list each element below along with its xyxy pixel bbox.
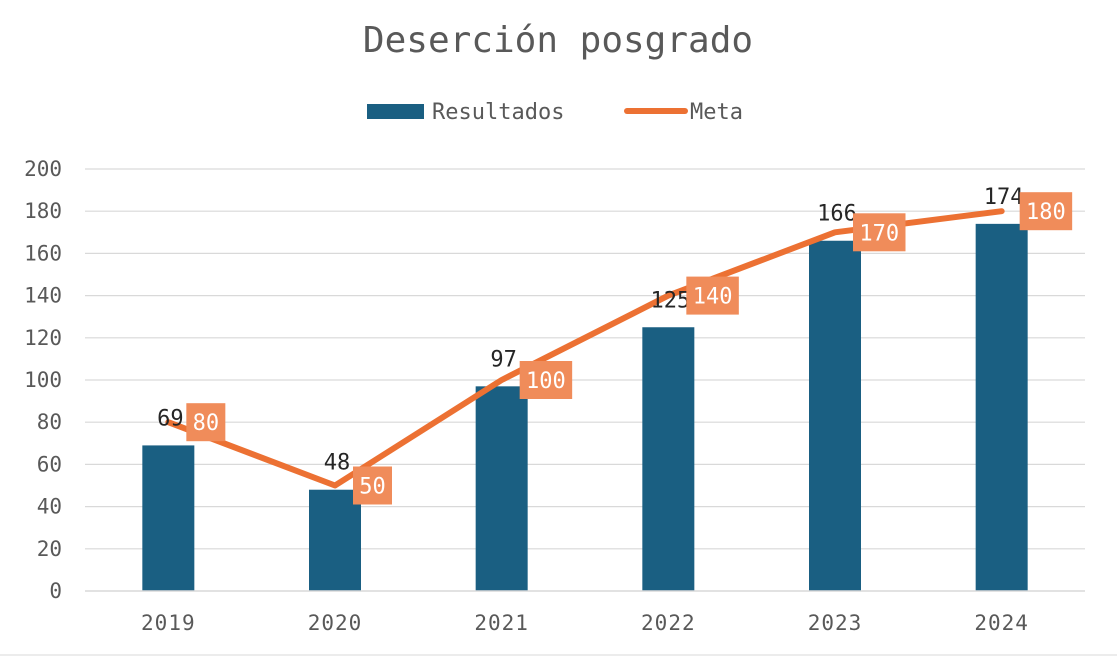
bar-data-labels: 69 48 97 125 166 174 xyxy=(157,185,1023,476)
y-tick-label: 80 xyxy=(37,410,62,434)
x-tick-label: 2024 xyxy=(974,611,1029,635)
y-tick-label: 20 xyxy=(37,537,62,561)
legend-swatch-resultados xyxy=(367,104,424,119)
meta-value-label: 100 xyxy=(526,369,566,394)
bar-value-label: 69 xyxy=(157,406,184,431)
y-tick-label: 200 xyxy=(24,157,62,181)
bar-value-label: 48 xyxy=(324,451,351,476)
bar-2021 xyxy=(475,386,528,591)
bar-2019 xyxy=(142,445,195,591)
y-tick-label: 160 xyxy=(24,241,62,265)
x-tick-label: 2021 xyxy=(474,611,529,635)
bar-value-label: 166 xyxy=(817,202,857,227)
x-tick-label: 2019 xyxy=(141,611,196,635)
meta-label-box xyxy=(853,213,906,252)
legend-label-meta: Meta xyxy=(690,100,743,125)
bar-2024 xyxy=(975,223,1028,592)
x-axis-ticks: 2019 2020 2021 2022 2023 2024 xyxy=(141,611,1029,635)
y-axis-ticks: 0 20 40 60 80 100 120 140 160 180 200 xyxy=(24,157,62,603)
meta-value-label: 180 xyxy=(1026,200,1066,225)
bar-value-label: 125 xyxy=(650,288,690,313)
y-tick-label: 0 xyxy=(49,579,62,603)
x-tick-label: 2022 xyxy=(641,611,696,635)
meta-label-box xyxy=(1019,192,1073,231)
gridlines xyxy=(85,168,1085,550)
bar-2020 xyxy=(309,489,361,591)
bar-series xyxy=(142,223,1028,592)
meta-label-box xyxy=(519,361,573,399)
meta-value-label: 140 xyxy=(693,285,733,310)
bar-2023 xyxy=(809,240,861,592)
bar-2022 xyxy=(642,327,695,591)
line-data-labels: 80 50 100 140 170 180 xyxy=(186,192,1073,505)
meta-label-box xyxy=(686,276,739,315)
bar-value-label: 174 xyxy=(984,185,1024,210)
meta-value-label: 80 xyxy=(193,411,220,436)
legend: Resultados Meta xyxy=(367,100,743,125)
meta-label-box xyxy=(353,466,392,505)
x-tick-label: 2020 xyxy=(308,611,363,635)
y-tick-label: 60 xyxy=(37,452,62,476)
meta-label-box xyxy=(186,403,226,442)
y-tick-label: 140 xyxy=(24,284,62,308)
legend-label-resultados: Resultados xyxy=(432,100,564,125)
bar-value-label: 97 xyxy=(490,347,517,372)
meta-value-label: 170 xyxy=(859,221,899,246)
y-tick-label: 40 xyxy=(37,495,62,519)
meta-value-label: 50 xyxy=(359,475,386,500)
y-tick-label: 100 xyxy=(24,368,62,392)
y-tick-label: 180 xyxy=(24,199,62,223)
y-tick-label: 120 xyxy=(24,326,62,350)
chart-title: Deserción posgrado xyxy=(363,20,753,61)
x-tick-label: 2023 xyxy=(808,611,863,635)
